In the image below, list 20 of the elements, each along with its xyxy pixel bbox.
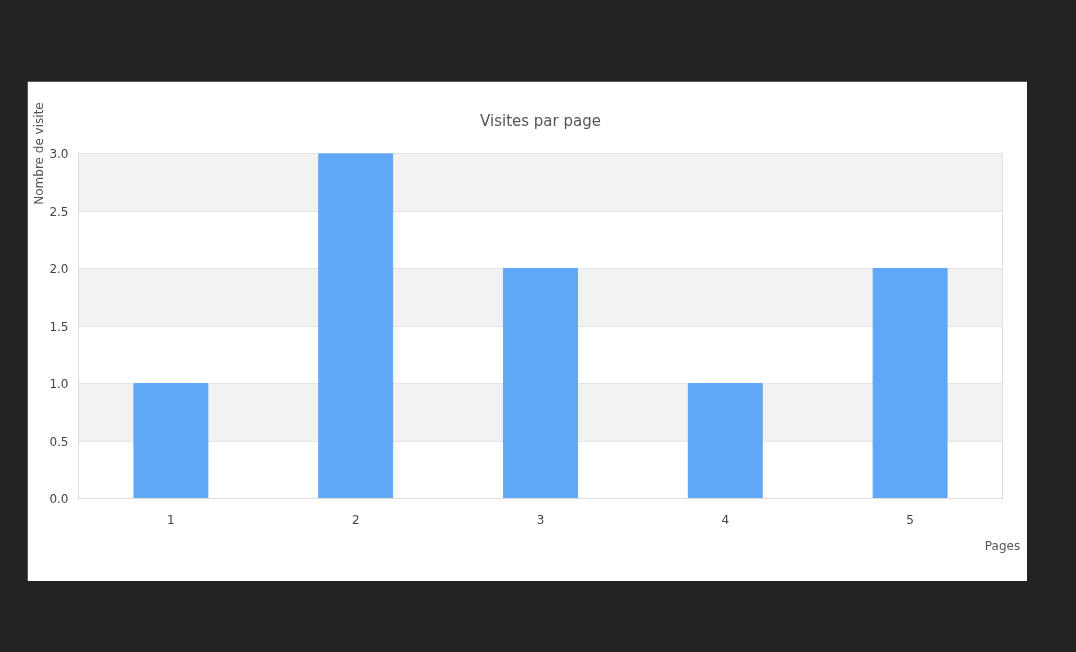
bar bbox=[687, 383, 763, 499]
y-tick-label: 2.5 bbox=[49, 204, 69, 219]
bar bbox=[872, 268, 948, 499]
y-tick-label: 3.0 bbox=[49, 147, 69, 161]
chart-title: Visites par page bbox=[480, 111, 601, 130]
x-axis-title: Pages bbox=[984, 538, 1021, 553]
x-tick-label: 2 bbox=[351, 512, 360, 527]
y-tick-label: 0.0 bbox=[49, 492, 69, 506]
x-tick-label: 5 bbox=[906, 512, 914, 527]
y-tick-label: 1.0 bbox=[49, 377, 69, 391]
x-tick-label: 1 bbox=[167, 512, 175, 527]
bar bbox=[318, 153, 394, 499]
y-axis-title: Nombre de visite bbox=[32, 102, 47, 205]
y-tick-label: 0.5 bbox=[49, 434, 69, 449]
y-tick-label: 1.5 bbox=[49, 319, 69, 334]
y-tick-label: 2.0 bbox=[49, 262, 69, 276]
bar bbox=[503, 268, 578, 499]
x-tick-label: 4 bbox=[721, 512, 730, 527]
bar bbox=[133, 383, 209, 499]
x-tick-label: 3 bbox=[536, 512, 545, 527]
